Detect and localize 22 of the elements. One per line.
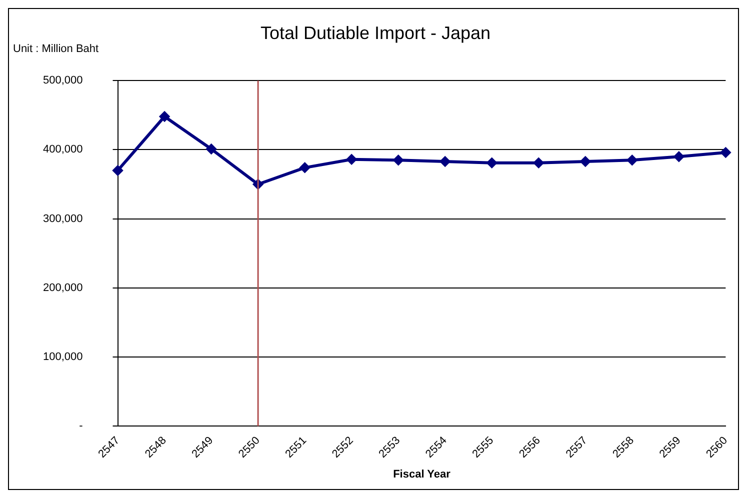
point bbox=[486, 158, 497, 168]
point bbox=[580, 156, 590, 166]
point bbox=[534, 158, 544, 168]
y-tick-label: 400,000 bbox=[42, 144, 83, 156]
y-tick-label: 200,000 bbox=[42, 282, 83, 294]
point bbox=[112, 165, 123, 176]
point bbox=[674, 152, 684, 162]
y-axis-title: Unit : Million Baht bbox=[13, 43, 99, 56]
point bbox=[300, 162, 310, 173]
y-tick-label: - bbox=[79, 420, 84, 432]
point bbox=[393, 155, 404, 166]
y-tick-label: 100,000 bbox=[42, 351, 83, 364]
y-tick-label: 500,000 bbox=[42, 74, 83, 87]
point bbox=[206, 144, 216, 154]
point bbox=[720, 147, 731, 158]
point bbox=[160, 112, 170, 122]
point bbox=[627, 155, 638, 166]
point bbox=[440, 156, 450, 166]
point bbox=[346, 154, 357, 164]
chart-title: Total Dutiable Import - Japan bbox=[260, 22, 491, 43]
x-axis-title: Fiscal Year bbox=[393, 468, 452, 480]
y-tick-label: 300,000 bbox=[42, 212, 83, 225]
